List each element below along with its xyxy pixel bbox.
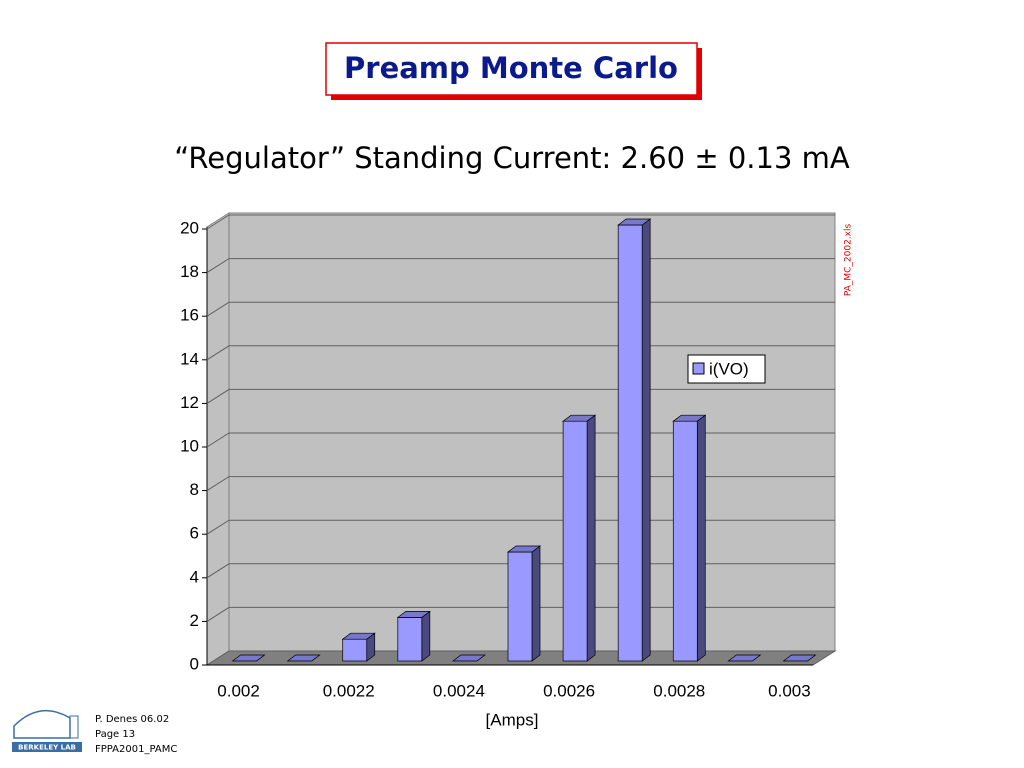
y-tick-label: 18 <box>180 262 199 281</box>
bar-top <box>672 414 707 422</box>
bar-front <box>342 638 368 662</box>
x-tick-label: 0.0026 <box>543 681 595 700</box>
logo-text: BERKELEY LAB <box>18 744 76 752</box>
bar <box>341 632 376 662</box>
bar-front <box>672 420 698 662</box>
y-tick-label: 16 <box>180 306 199 325</box>
subtitle: “Regulator” Standing Current: 2.60 ± 0.1… <box>174 141 850 175</box>
y-tick-label: 12 <box>180 393 199 412</box>
side-wall <box>206 212 230 666</box>
footer-page: Page 13 <box>95 729 135 740</box>
bar-top <box>286 654 321 662</box>
x-axis-label: [Amps] <box>486 710 539 729</box>
footer-author: P. Denes 06.02 <box>95 714 169 725</box>
x-tick-label: 0.0028 <box>653 681 705 700</box>
bar <box>231 654 266 662</box>
bar-front <box>507 551 533 662</box>
bar-side <box>531 545 541 662</box>
legend-label: i(VO) <box>709 359 749 378</box>
bar-front <box>617 224 643 662</box>
bar-front <box>562 420 588 662</box>
bar <box>396 610 431 662</box>
y-tick-label: 2 <box>190 611 199 630</box>
logo-band <box>12 742 82 752</box>
y-tick-label: 4 <box>190 567 199 586</box>
bar-top <box>617 218 652 226</box>
x-tick-label: 0.0022 <box>323 681 375 700</box>
bar <box>562 414 597 662</box>
bar-side <box>421 610 431 662</box>
plot: 0 2 4 6 8 10 12 14 16 18 20 0.002 0.0022 0.0024 0.0026… <box>180 212 837 700</box>
bar-top <box>396 611 431 618</box>
file-note: PA_MC_2002.xls <box>844 224 854 297</box>
x-tick-label: 0.0024 <box>433 681 485 700</box>
bar-top <box>727 654 762 662</box>
logo: BERKELEY LAB <box>12 709 82 752</box>
bar-top <box>506 545 542 553</box>
bar-top <box>231 654 266 662</box>
footer-file: FPPA2001_PAMC <box>95 744 177 755</box>
bar-top <box>341 632 376 640</box>
y-tick-label: 20 <box>180 218 199 237</box>
y-tick-label: 0 <box>190 654 199 673</box>
bar <box>727 654 762 662</box>
bar-side <box>641 218 651 662</box>
bar-top <box>562 414 597 422</box>
legend-swatch <box>692 362 705 375</box>
bar <box>617 218 652 662</box>
y-tick-label: 14 <box>180 349 199 368</box>
logo-tower <box>69 715 79 739</box>
bar <box>782 654 817 662</box>
bar-side <box>586 414 596 662</box>
bar-top <box>782 654 817 662</box>
x-tick-label: 0.002 <box>217 681 260 700</box>
y-tick-label: 6 <box>190 524 199 543</box>
slide-title: Preamp Monte Carlo <box>344 51 678 85</box>
bar-side <box>696 414 706 662</box>
legend: i(VO) <box>687 354 766 384</box>
bar <box>451 654 486 662</box>
bar <box>672 414 707 662</box>
x-tick-label: 0.003 <box>768 681 811 700</box>
logo-arc <box>13 709 71 739</box>
y-tick-label: 8 <box>190 480 199 499</box>
bar-front <box>397 617 423 662</box>
bar <box>506 545 542 662</box>
bar <box>286 654 321 662</box>
title-box <box>325 42 698 96</box>
y-tick-label: 10 <box>180 436 199 455</box>
bar-top <box>451 654 486 662</box>
grid-line <box>206 214 835 230</box>
